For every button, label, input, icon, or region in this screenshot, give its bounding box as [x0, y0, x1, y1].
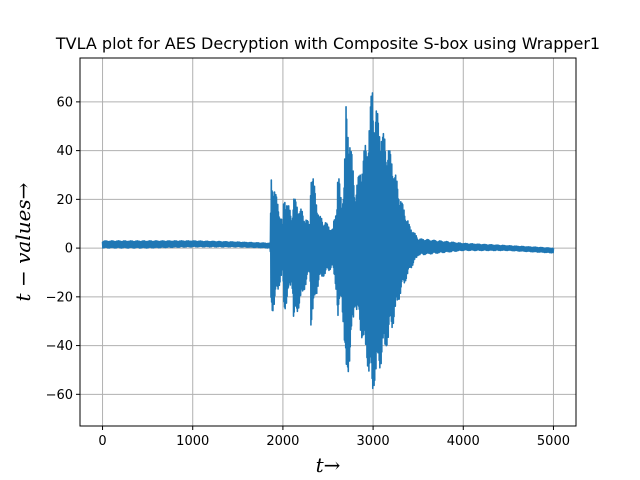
y-tick-label: 20 — [56, 193, 73, 208]
y-tick-label: −40 — [46, 339, 73, 354]
y-tick-label: 0 — [65, 242, 73, 257]
tvla-series-line — [101, 92, 555, 390]
axis-ticks: 0 1000 2000 3000 4000 5000 −60 −40 −20 0 20 40 60 — [46, 95, 570, 449]
x-tick-label: 5000 — [537, 434, 570, 449]
plot-frame — [79, 57, 577, 427]
x-axis-label: t→ — [316, 453, 341, 477]
x-tick-label: 2000 — [266, 434, 299, 449]
y-tick-label: −20 — [46, 290, 73, 305]
chart-title: TVLA plot for AES Decryption with Compos… — [55, 34, 600, 53]
x-tick-label: 4000 — [447, 434, 480, 449]
x-tick-label: 0 — [98, 434, 106, 449]
data-series — [101, 92, 555, 390]
y-tick-label: −60 — [46, 388, 73, 403]
x-tick-label: 1000 — [176, 434, 209, 449]
grid-lines — [80, 58, 576, 426]
y-axis-label: t − values→ — [11, 182, 35, 301]
y-tick-label: 40 — [56, 144, 73, 159]
x-tick-label: 3000 — [357, 434, 390, 449]
y-tick-label: 60 — [56, 95, 73, 110]
